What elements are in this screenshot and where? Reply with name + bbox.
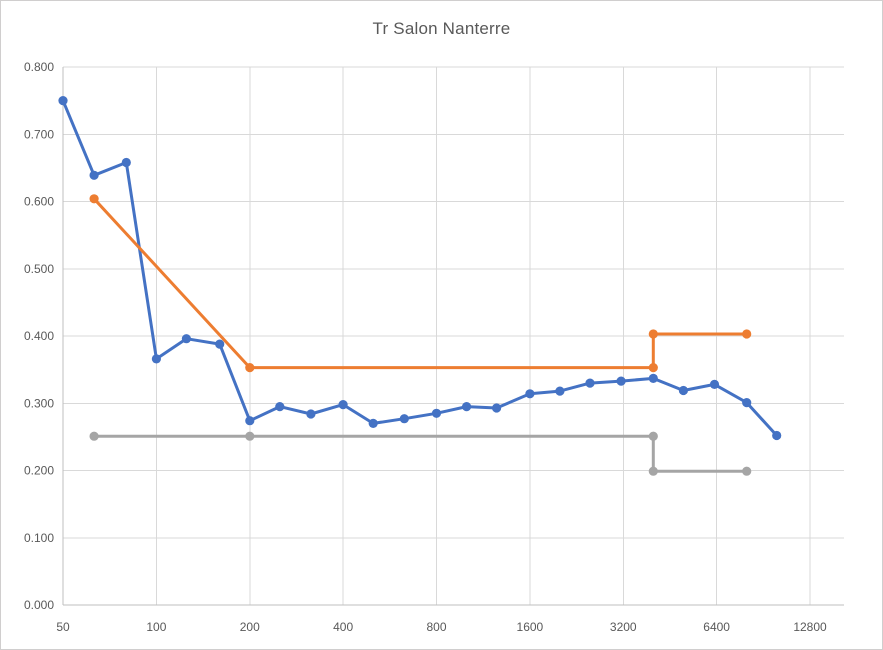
data-point-marker-blue-third-octave-measurement (245, 416, 255, 426)
x-tick-label: 400 (333, 620, 353, 634)
data-point-marker-orange-upper-step-line (89, 194, 99, 204)
y-tick-label: 0.000 (24, 598, 54, 612)
data-point-marker-blue-third-octave-measurement (399, 414, 409, 424)
data-point-marker-gray-lower-step-line (89, 431, 99, 441)
y-tick-label: 0.100 (24, 531, 54, 545)
chart-title: Tr Salon Nanterre (372, 19, 511, 38)
series-line-orange-upper-step-line (92, 197, 749, 370)
data-point-marker-orange-upper-step-line (648, 329, 658, 339)
x-tick-label: 1600 (517, 620, 544, 634)
data-point-marker-blue-third-octave-measurement (58, 96, 68, 106)
data-point-marker-blue-third-octave-measurement (648, 373, 658, 383)
data-point-marker-gray-lower-step-line (648, 466, 658, 476)
data-point-marker-blue-third-octave-measurement (181, 334, 191, 344)
x-tick-label: 3200 (610, 620, 637, 634)
data-point-marker-orange-upper-step-line (245, 363, 255, 373)
x-tick-label: 50 (56, 620, 70, 634)
y-tick-label: 0.700 (24, 127, 54, 141)
data-point-marker-blue-third-octave-measurement (275, 402, 285, 412)
y-tick-label: 0.200 (24, 464, 54, 478)
data-point-marker-blue-third-octave-measurement (525, 389, 535, 399)
data-point-marker-blue-third-octave-measurement (368, 418, 378, 428)
data-point-marker-blue-third-octave-measurement (742, 398, 752, 408)
y-tick-label: 0.800 (24, 60, 54, 74)
data-point-marker-gray-lower-step-line (245, 431, 255, 441)
data-point-marker-blue-third-octave-measurement (555, 386, 565, 396)
series-line-gray-lower-step-line (92, 434, 749, 473)
data-point-marker-orange-upper-step-line (742, 329, 752, 339)
data-point-marker-blue-third-octave-measurement (492, 403, 502, 413)
x-tick-label: 800 (426, 620, 446, 634)
x-tick-label: 100 (146, 620, 166, 634)
data-point-marker-gray-lower-step-line (648, 431, 658, 441)
x-tick-label: 12800 (793, 620, 827, 634)
data-point-marker-blue-third-octave-measurement (585, 378, 595, 388)
data-point-marker-blue-third-octave-measurement (89, 170, 99, 180)
y-tick-label: 0.400 (24, 329, 54, 343)
y-tick-label: 0.600 (24, 195, 54, 209)
x-tick-label: 200 (240, 620, 260, 634)
data-point-marker-blue-third-octave-measurement (431, 408, 442, 418)
data-point-marker-orange-upper-step-line (648, 363, 658, 373)
data-point-marker-blue-third-octave-measurement (151, 354, 161, 364)
data-point-marker-blue-third-octave-measurement (306, 409, 316, 419)
data-point-marker-blue-third-octave-measurement (709, 379, 720, 389)
series-line-blue-third-octave-measurement (61, 99, 779, 437)
data-point-marker-blue-third-octave-measurement (121, 157, 131, 168)
y-tick-label: 0.500 (24, 262, 54, 276)
data-point-marker-blue-third-octave-measurement (462, 402, 472, 412)
data-point-marker-blue-third-octave-measurement (678, 385, 689, 396)
data-point-marker-blue-third-octave-measurement (772, 430, 782, 441)
y-tick-label: 0.300 (24, 396, 54, 410)
data-point-marker-blue-third-octave-measurement (338, 400, 348, 410)
data-point-marker-gray-lower-step-line (742, 466, 752, 476)
data-point-marker-blue-third-octave-measurement (215, 339, 225, 349)
x-tick-label: 6400 (703, 620, 730, 634)
data-point-marker-blue-third-octave-measurement (616, 376, 626, 386)
